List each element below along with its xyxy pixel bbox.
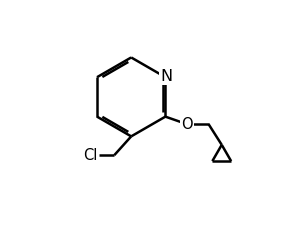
Text: O: O xyxy=(181,117,193,132)
Text: Cl: Cl xyxy=(84,148,98,163)
Text: N: N xyxy=(160,69,172,84)
